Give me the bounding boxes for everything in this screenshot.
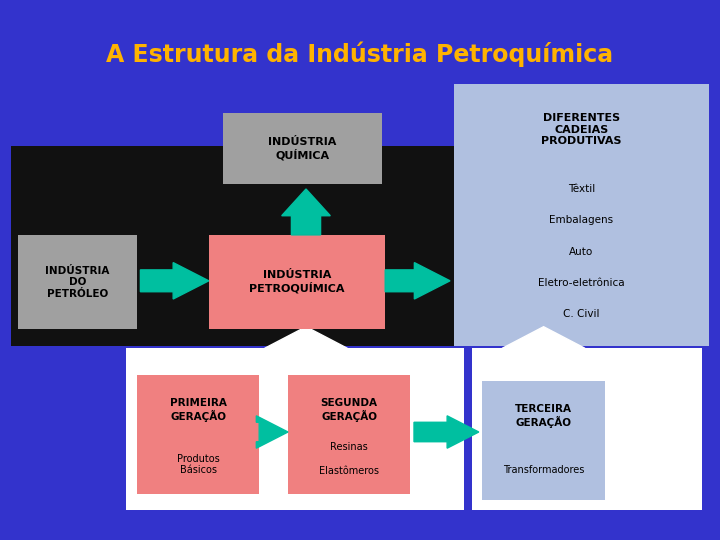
FancyArrow shape — [385, 262, 450, 299]
Bar — [454, 84, 709, 346]
Text: INDÚSTRIA
PETROQUÍMICA: INDÚSTRIA PETROQUÍMICA — [249, 271, 345, 294]
Bar — [223, 113, 382, 184]
Polygon shape — [503, 327, 585, 348]
Polygon shape — [265, 327, 347, 348]
Bar — [137, 375, 259, 494]
FancyArrow shape — [414, 416, 479, 448]
Text: Eletro-eletrônica: Eletro-eletrônica — [538, 278, 625, 288]
Bar — [126, 348, 464, 510]
Text: TERCEIRA
GERAÇÃO: TERCEIRA GERAÇÃO — [515, 404, 572, 428]
Bar — [288, 375, 410, 494]
Text: Embalagens: Embalagens — [549, 215, 613, 225]
FancyArrow shape — [282, 189, 330, 235]
Bar — [11, 146, 709, 346]
FancyArrow shape — [140, 262, 209, 299]
Text: INDÚSTRIA
DO
PETRÓLEO: INDÚSTRIA DO PETRÓLEO — [45, 266, 109, 299]
Text: A Estrutura da Indústria Petroquímica: A Estrutura da Indústria Petroquímica — [107, 41, 613, 67]
Bar — [524, 348, 564, 392]
Bar — [18, 235, 137, 329]
Text: Resinas

Elastômeros: Resinas Elastômeros — [319, 442, 379, 476]
Text: Transformadores: Transformadores — [503, 465, 585, 475]
Text: Auto: Auto — [570, 247, 593, 256]
Text: Têxtil: Têxtil — [568, 184, 595, 194]
Bar — [482, 381, 605, 500]
Text: DIFERENTES
CADEIAS
PRODUTIVAS: DIFERENTES CADEIAS PRODUTIVAS — [541, 113, 621, 146]
Text: C. Civil: C. Civil — [563, 309, 600, 319]
Text: PRIMEIRA
GERAÇÃO: PRIMEIRA GERAÇÃO — [170, 399, 226, 422]
Bar — [472, 348, 702, 510]
Bar — [287, 348, 325, 392]
Text: INDÚSTRIA
QUÍMICA: INDÚSTRIA QUÍMICA — [269, 137, 336, 160]
Bar — [209, 235, 385, 329]
FancyArrow shape — [256, 416, 288, 448]
Text: SEGUNDA
GERAÇÃO: SEGUNDA GERAÇÃO — [320, 399, 378, 422]
Text: Produtos
Básicos: Produtos Básicos — [176, 454, 220, 475]
